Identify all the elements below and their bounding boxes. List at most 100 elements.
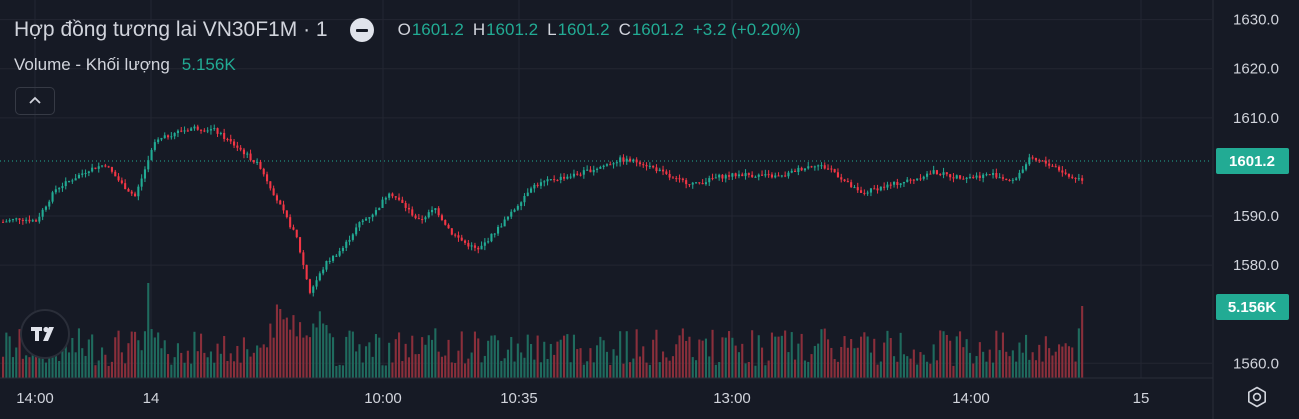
volume-bar [510, 336, 513, 378]
time-axis[interactable]: 14:00 14 10:00 10:35 13:00 14:00 15 [0, 377, 1213, 407]
volume-bar [813, 345, 816, 378]
candle-body [407, 207, 410, 210]
volume-bar [120, 352, 123, 378]
candle-body [447, 224, 450, 229]
volume-bar [645, 362, 648, 378]
volume-bar [701, 340, 704, 378]
volume-bar [533, 359, 536, 378]
candle-body [308, 279, 311, 293]
symbol-title[interactable]: Hợp đồng tương lai VN30F1M · 1 [14, 18, 328, 41]
volume-bar [731, 337, 734, 378]
price-axis[interactable]: 1630.0 1620.0 1610.0 1590.0 1580.0 1560.0 [1212, 0, 1279, 419]
volume-bar [612, 349, 615, 378]
candle-body [196, 126, 199, 130]
volume-bar [503, 358, 506, 378]
volume-bar [810, 354, 813, 378]
collapse-legend-button[interactable] [15, 87, 55, 115]
candle-body [394, 196, 397, 198]
candle-body [421, 219, 424, 221]
candle-body [978, 175, 981, 179]
volume-bar [279, 309, 282, 378]
tradingview-logo-icon[interactable] [20, 309, 70, 359]
volume-bar [539, 362, 542, 378]
price-tick-label: 1630.0 [1233, 12, 1279, 29]
volume-bar [44, 362, 47, 378]
volume-bar [817, 343, 820, 378]
candle-body [629, 158, 632, 162]
volume-bar [744, 363, 747, 378]
volume-bar [209, 351, 212, 378]
volume-bar [899, 332, 902, 378]
volume-bar [770, 332, 773, 378]
volume-bar [269, 323, 272, 378]
candle-body [853, 187, 856, 189]
volume-bar [1058, 344, 1061, 378]
volume-bar [902, 354, 905, 378]
volume-bar [922, 354, 925, 378]
volume-bar [404, 343, 407, 378]
candle-body [269, 181, 272, 189]
candle-body [1081, 178, 1084, 181]
candle-body [701, 182, 704, 185]
hide-legend-icon[interactable] [349, 18, 374, 42]
candle-body [688, 184, 691, 186]
open-value: 1601.2 [411, 20, 464, 39]
volume-bar [965, 339, 968, 378]
volume-bar [173, 357, 176, 378]
candle-body [625, 158, 628, 162]
volume-bar [586, 361, 589, 378]
volume-bar [853, 348, 856, 378]
candle-body [292, 227, 295, 230]
volume-bar [183, 362, 186, 378]
candle-body [31, 220, 34, 222]
candle-body [117, 176, 120, 181]
volume-title[interactable]: Volume - Khối lượng [14, 55, 170, 74]
candle-body [147, 160, 150, 170]
volume-bar [450, 362, 453, 378]
candle-body [840, 177, 843, 180]
candle-body [556, 179, 559, 181]
price-axis-labels: 1601.2 5.156K [1216, 148, 1289, 320]
volume-bar [526, 334, 529, 378]
chart-settings-button[interactable] [1243, 383, 1271, 411]
candle-body [942, 172, 945, 175]
volume-bar [252, 352, 255, 378]
volume-bar [985, 361, 988, 378]
candle-body [599, 166, 602, 169]
candle-body [1011, 179, 1014, 181]
candle-body [497, 226, 500, 234]
volume-bar [322, 323, 325, 378]
volume-bar [754, 365, 757, 378]
candle-body [150, 149, 153, 161]
volume-bar [929, 363, 932, 378]
volume-bar [94, 365, 97, 378]
volume-bar [605, 351, 608, 378]
volume-bar [157, 332, 160, 378]
volume-bar [348, 330, 351, 378]
volume-bar [856, 347, 859, 378]
volume-bar [249, 356, 252, 378]
volume-bar [216, 343, 219, 378]
candle-body [84, 172, 87, 174]
volume-bar [711, 329, 714, 378]
volume-bar [800, 333, 803, 378]
candle-body [8, 220, 11, 222]
candle-body [724, 175, 727, 179]
candle-body [563, 176, 566, 179]
volume-bar [599, 336, 602, 378]
candle-body [54, 189, 57, 193]
candle-body [236, 145, 239, 148]
volume-bar [91, 334, 94, 378]
candlestick-series [2, 124, 1084, 297]
volume-bar [579, 348, 582, 378]
volume-bar [1071, 347, 1074, 378]
candle-body [952, 177, 955, 179]
candle-body [520, 202, 523, 206]
candle-body [596, 168, 599, 170]
volume-bar [124, 363, 127, 378]
volume-bar [378, 337, 381, 378]
candle-body [5, 221, 8, 223]
volume-bar [797, 343, 800, 378]
candle-body [51, 192, 54, 202]
